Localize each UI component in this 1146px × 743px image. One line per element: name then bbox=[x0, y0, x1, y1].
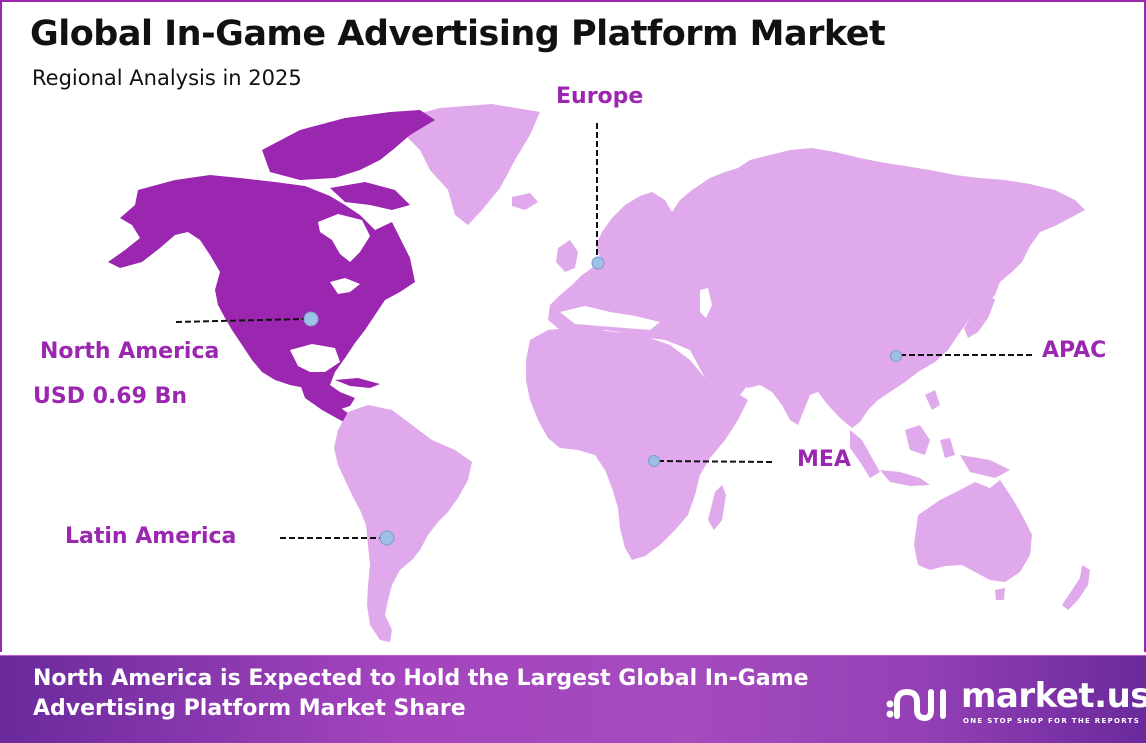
new-zealand-shape bbox=[1062, 565, 1090, 610]
north-america-connector bbox=[175, 311, 319, 327]
hudson-bay bbox=[318, 214, 370, 262]
tasmania-shape bbox=[995, 588, 1005, 600]
europe-connector bbox=[591, 123, 605, 270]
arabia-shape bbox=[690, 350, 748, 395]
north-america-value: USD 0.69 Bn bbox=[33, 384, 187, 409]
market-us-logo-icon bbox=[886, 688, 946, 722]
banner-headline: North America is Expected to Hold the La… bbox=[33, 664, 853, 724]
australia-region bbox=[914, 480, 1032, 582]
mea-connector bbox=[648, 455, 773, 467]
world-map bbox=[108, 104, 1090, 642]
logo-wordmark: market.us bbox=[961, 676, 1146, 716]
gulf-of-mexico bbox=[290, 344, 340, 372]
apac-connector bbox=[890, 350, 1032, 362]
caspian-sea bbox=[700, 288, 712, 318]
europe-label: Europe bbox=[556, 84, 644, 109]
mediterranean-sea bbox=[560, 306, 660, 330]
banner-line-1: North America is Expected to Hold the La… bbox=[33, 666, 809, 691]
mea-label: MEA bbox=[797, 447, 851, 472]
eurasia-region bbox=[548, 148, 1085, 428]
great-lakes bbox=[330, 278, 360, 294]
apac-label: APAC bbox=[1042, 338, 1107, 363]
latin-america-label: Latin America bbox=[65, 524, 237, 549]
footer-banner: North America is Expected to Hold the La… bbox=[0, 655, 1146, 743]
page-title: Global In-Game Advertising Platform Mark… bbox=[30, 14, 886, 54]
logo-tagline: ONE STOP SHOP FOR THE REPORTS bbox=[963, 717, 1141, 725]
africa-region bbox=[526, 328, 748, 560]
scandinavia-shape bbox=[602, 196, 662, 262]
british-isles-shape bbox=[556, 240, 578, 272]
market-us-logo: market.us ONE STOP SHOP FOR THE REPORTS bbox=[885, 676, 1146, 728]
greenland-shape bbox=[402, 104, 540, 225]
latin-america-connector bbox=[280, 530, 395, 546]
north-america-label: North America bbox=[40, 339, 220, 364]
southeast-asia-islands bbox=[850, 390, 1010, 486]
south-america-region bbox=[334, 405, 472, 642]
page-subtitle: Regional Analysis in 2025 bbox=[32, 66, 302, 90]
japan-shape bbox=[964, 290, 995, 338]
madagascar-shape bbox=[708, 485, 726, 530]
banner-line-2: Advertising Platform Market Share bbox=[33, 696, 466, 721]
north-america-region bbox=[108, 110, 435, 428]
iceland-shape bbox=[512, 193, 538, 210]
